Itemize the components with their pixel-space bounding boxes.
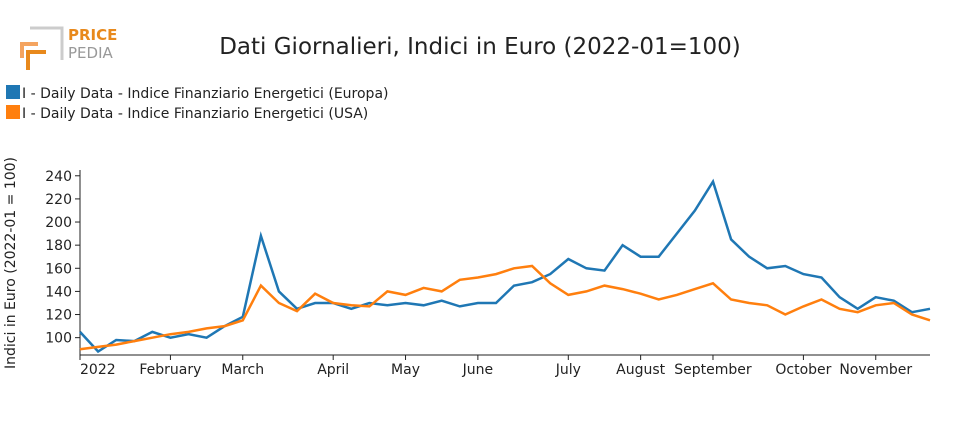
- x-tick-label: March: [221, 362, 264, 378]
- logo-mark: [26, 50, 46, 70]
- x-tick-label: February: [139, 362, 201, 378]
- x-tick-label: October: [775, 362, 831, 378]
- y-tick-label: 160: [45, 261, 72, 277]
- logo-mark: [20, 42, 38, 58]
- y-tick-label: 180: [45, 238, 72, 254]
- logo: PRICE PEDIA: [20, 26, 117, 70]
- logo-mark: [30, 26, 64, 60]
- x-tick-label: May: [391, 362, 420, 378]
- y-tick-label: 100: [45, 331, 72, 347]
- y-tick-label: 200: [45, 215, 72, 231]
- legend-swatch: [6, 85, 20, 99]
- legend-label: I - Daily Data - Indice Finanziario Ener…: [22, 106, 368, 122]
- series-line: [79, 178, 931, 354]
- y-tick-label: 220: [45, 192, 72, 208]
- legend-swatch: [6, 105, 20, 119]
- logo-text: PEDIA: [68, 44, 113, 62]
- series-line: [79, 264, 931, 351]
- x-tick-label: September: [674, 362, 752, 378]
- legend-label: I - Daily Data - Indice Finanziario Ener…: [22, 86, 388, 102]
- x-tick-label: August: [616, 362, 666, 378]
- x-tick-label: April: [317, 362, 349, 378]
- y-tick-label: 140: [45, 284, 72, 300]
- y-tick-label: 120: [45, 308, 72, 324]
- chart-title: Dati Giornalieri, Indici in Euro (2022-0…: [219, 34, 741, 60]
- x-tick-label: July: [555, 362, 581, 378]
- y-axis-label: Indici in Euro (2022-01 = 100): [3, 157, 19, 369]
- x-tick-label: June: [462, 362, 494, 378]
- y-tick-label: 240: [45, 169, 72, 185]
- logo-text: PRICE: [68, 26, 117, 44]
- x-tick-label: 2022: [80, 362, 116, 378]
- x-tick-label: November: [839, 362, 912, 378]
